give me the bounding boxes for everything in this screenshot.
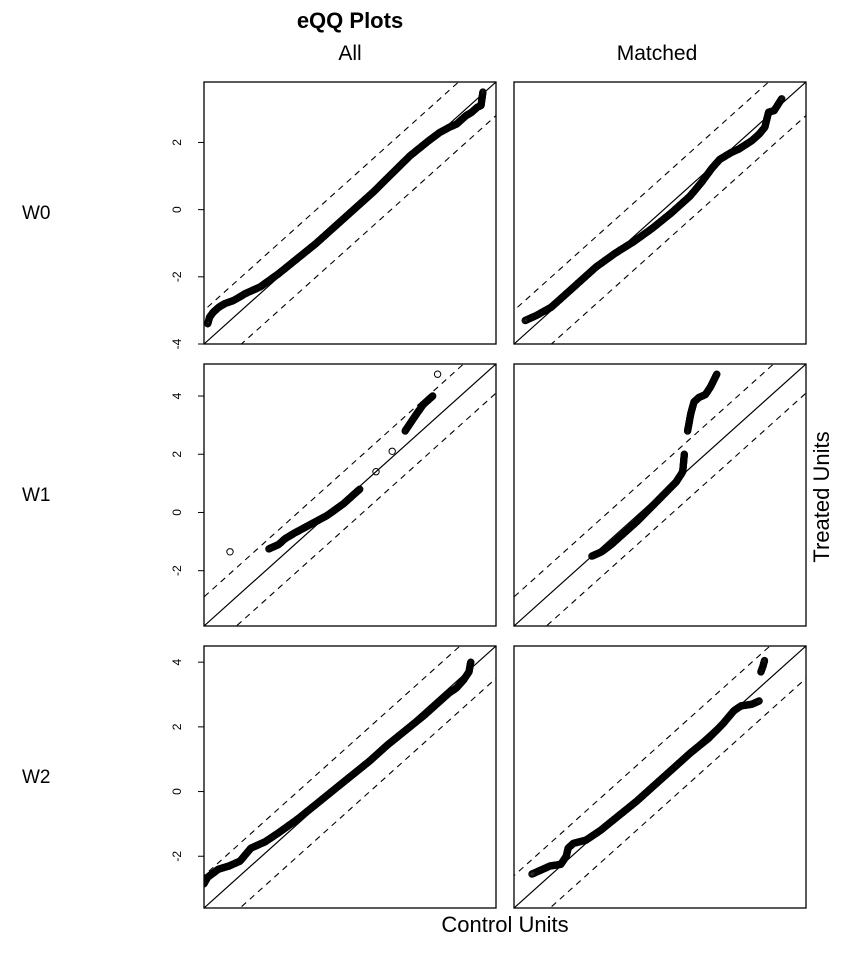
data-point (433, 370, 442, 378)
panel-frame-w2-matched (513, 645, 807, 909)
data-point (354, 486, 363, 495)
row-label-w2: W2 (22, 767, 51, 788)
data-point (429, 392, 437, 400)
data-point (355, 486, 363, 494)
row-label-w1: W1 (22, 485, 51, 506)
data-point (356, 485, 364, 493)
points-w0-matched (521, 95, 786, 325)
lower-dashed-line-w2-matched (549, 677, 806, 908)
data-point (427, 394, 435, 402)
data-point (467, 658, 475, 666)
points-w1-matched (588, 370, 721, 560)
chart-title: eQQ Plots (296, 8, 404, 33)
data-point (372, 468, 380, 476)
points-w1-all (226, 370, 442, 556)
y-tick-label: 2 (170, 723, 184, 730)
data-point (354, 487, 362, 495)
lower-dashed-line-w1-matched (545, 392, 806, 626)
y-tick-label: 4 (170, 392, 184, 399)
x-axis-label: Control Units (441, 912, 569, 937)
data-point (427, 393, 436, 401)
lower-dashed-line-w1-all (235, 392, 496, 626)
y-tick-label: 0 (170, 206, 184, 213)
upper-dashed-line-w2-all (204, 646, 461, 877)
y-tick-label: 0 (170, 509, 184, 516)
y-tick-label: 4 (170, 659, 184, 666)
data-point (778, 95, 786, 103)
y-tick-label: -2 (170, 271, 184, 282)
panel-frame-w0-all (203, 81, 497, 345)
points-w0-all (204, 88, 487, 328)
y-tick-label: 2 (170, 139, 184, 146)
data-point (426, 394, 434, 403)
points-w2-all (204, 658, 475, 888)
panel-frame-w1-all (203, 363, 497, 627)
data-point (388, 447, 396, 455)
column-title-all: All (338, 42, 362, 65)
panel-frame-w0-matched (513, 81, 807, 345)
row-label-w0: W0 (22, 203, 51, 224)
y-tick-label: -2 (170, 565, 184, 576)
points-w2-matched (528, 656, 769, 878)
upper-dashed-line-w1-matched (514, 364, 775, 598)
lower-dashed-line-w0-matched (550, 114, 806, 344)
upper-dashed-line-w2-matched (514, 646, 771, 877)
upper-dashed-line-w1-all (204, 364, 465, 598)
upper-dashed-line-w0-all (204, 82, 460, 312)
lower-dashed-line-w2-all (239, 677, 496, 908)
y-tick-label: 2 (170, 451, 184, 458)
y-tick-label: 0 (170, 788, 184, 795)
panel-frame-w2-all (203, 645, 497, 909)
panel-frame-w1-matched (513, 363, 807, 627)
y-tick-label: -4 (170, 338, 184, 349)
data-point (226, 548, 234, 556)
upper-dashed-line-w0-matched (514, 82, 770, 312)
lower-dashed-line-w0-all (240, 114, 496, 344)
data-point (777, 95, 785, 104)
y-tick-label: -2 (170, 851, 184, 862)
data-point (479, 88, 487, 96)
data-point (755, 697, 763, 705)
column-title-matched: Matched (616, 42, 698, 65)
data-point (428, 392, 436, 401)
data-point (760, 656, 769, 665)
data-point (713, 370, 721, 378)
data-point (680, 450, 688, 458)
